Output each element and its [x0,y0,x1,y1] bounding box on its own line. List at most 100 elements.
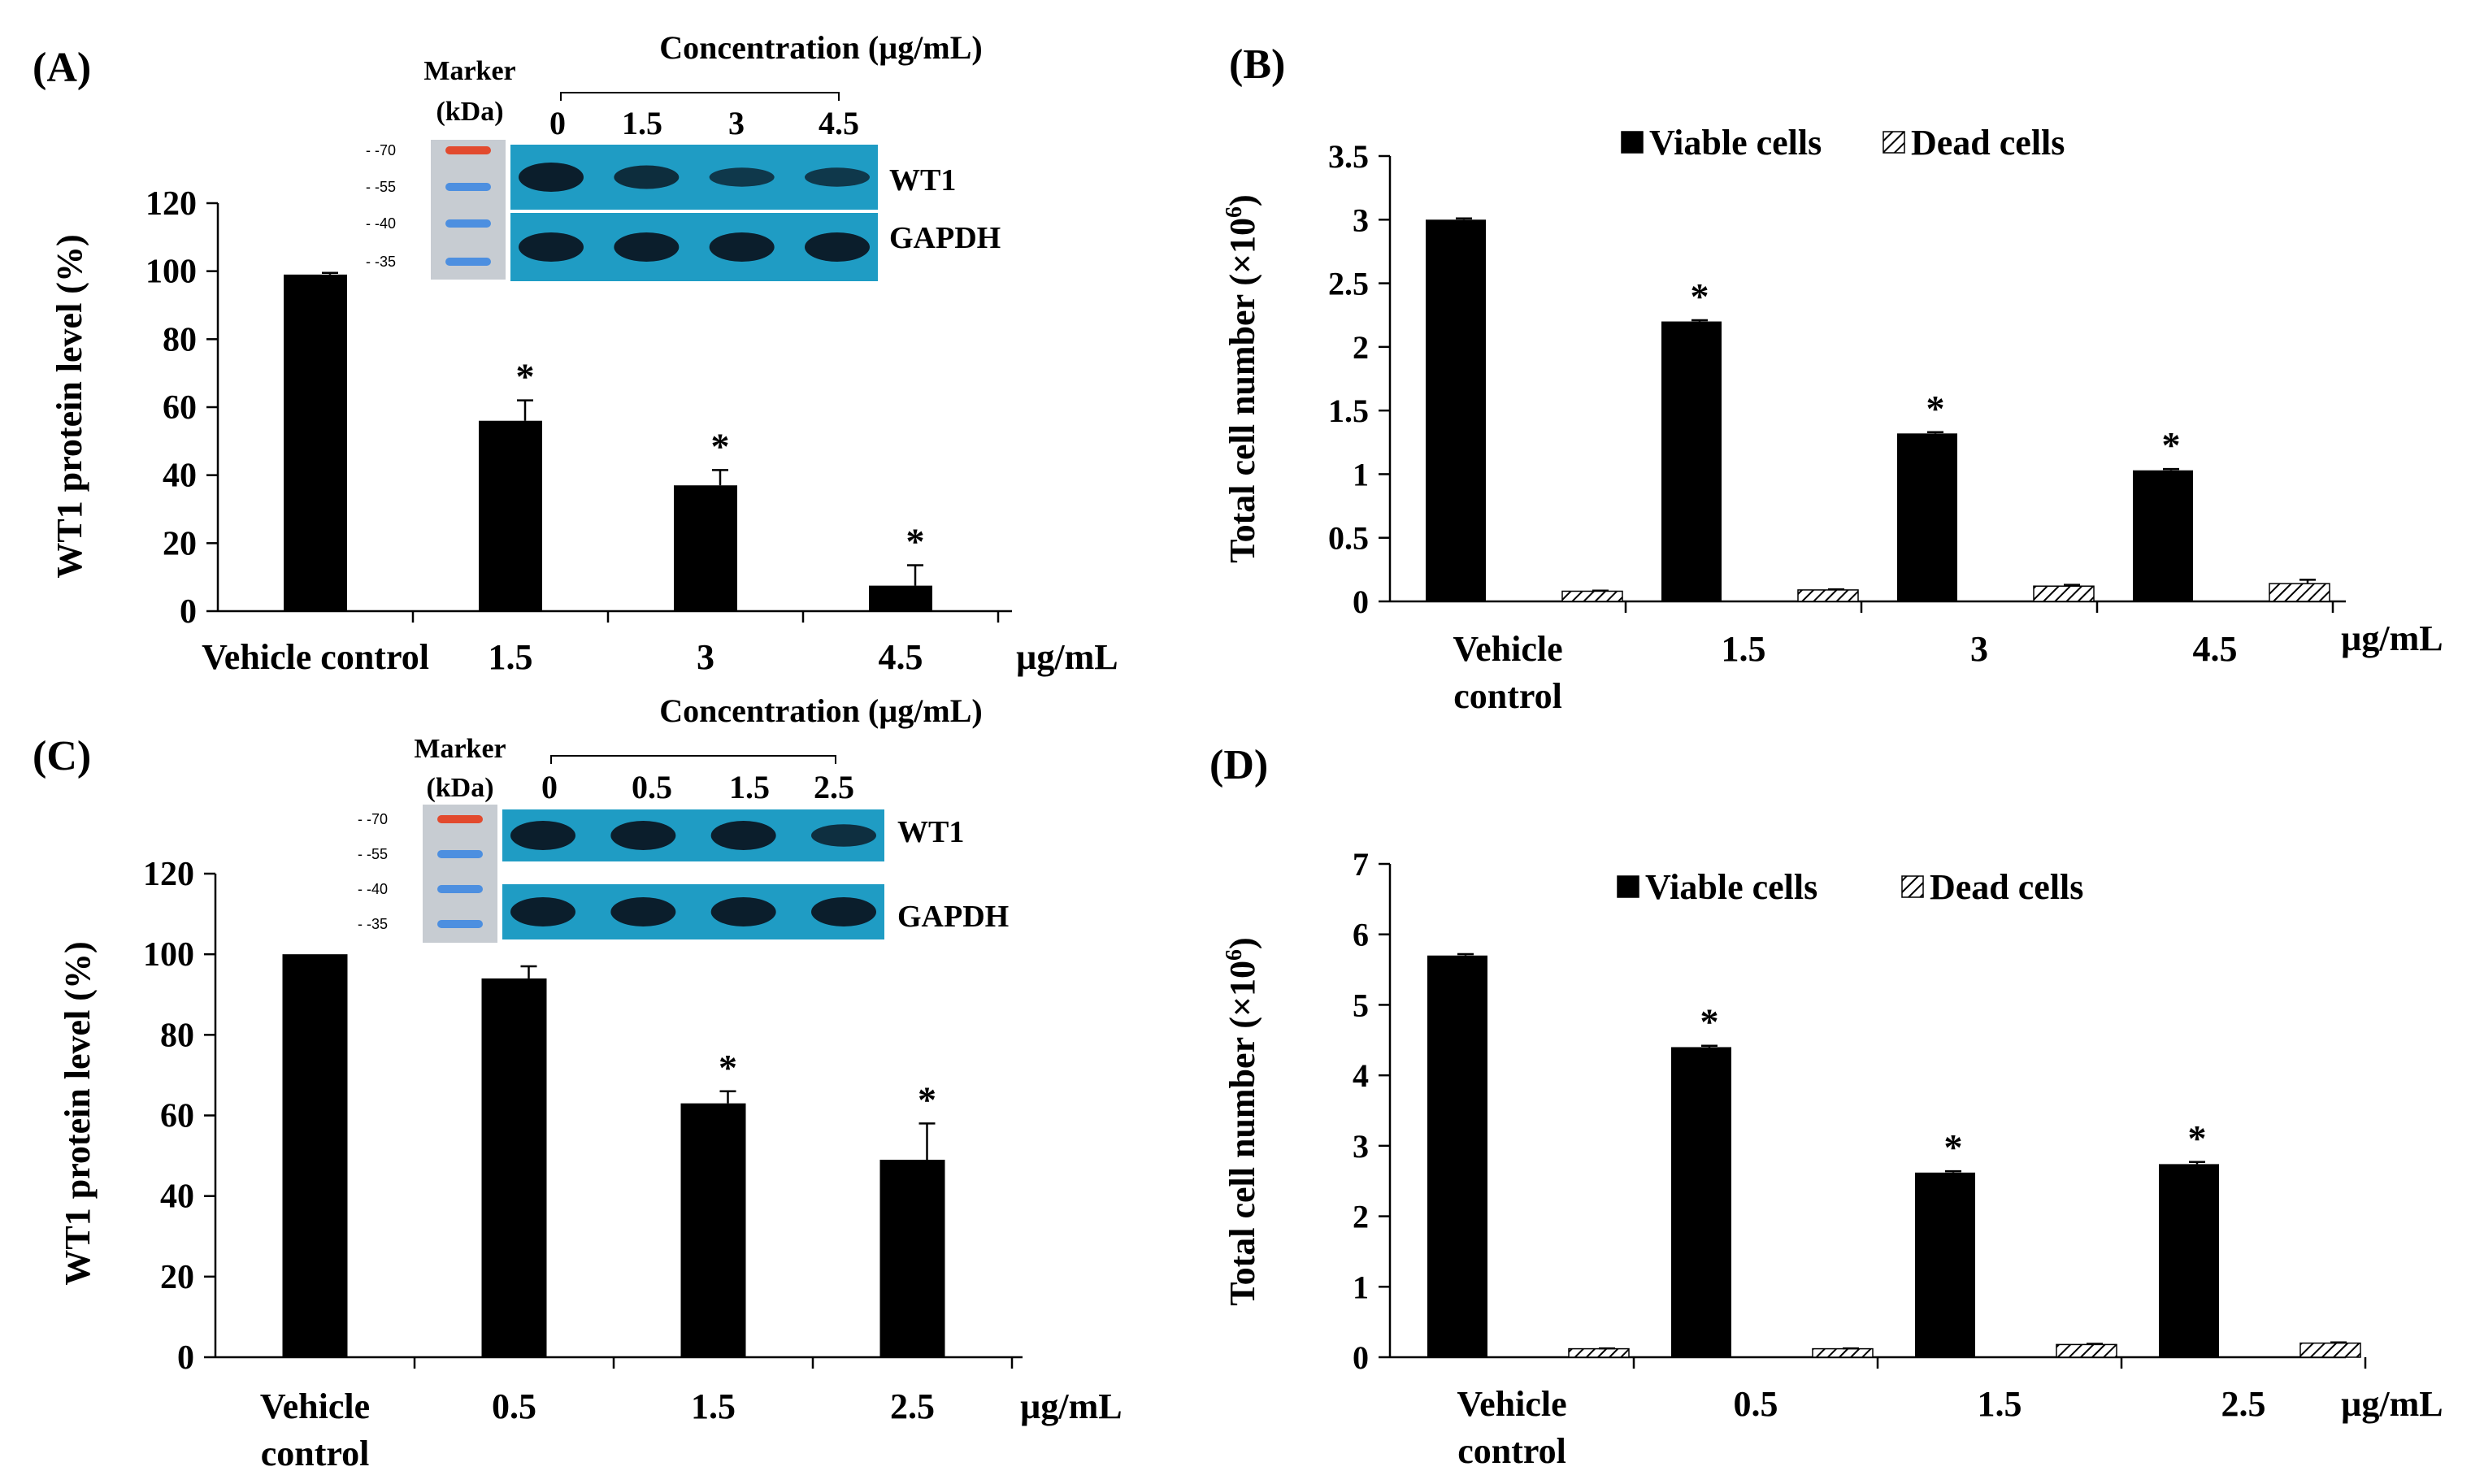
bar-dead-cells [2269,583,2330,602]
y-tick-label: 6 [1353,917,1369,953]
blot-lane-label: 2.5 [814,769,854,805]
y-axis-title-text: WT1 protein level (%) [58,941,98,1285]
significance-asterisk: * [2162,424,2181,466]
y-tick-label: 40 [160,1178,194,1216]
bar-viable-cells [1427,955,1487,1357]
bar-dead-cells [2056,1343,2117,1358]
legend-label: Dead cells [1930,867,2083,907]
y-tick-label: 1.5 [1328,393,1369,429]
blot-band-wt1 [614,165,680,189]
y-tick-label: 1 [1353,456,1369,492]
x-unit-label: µg/mL [1020,1386,1123,1426]
panel-label-b: (B) [1229,41,1285,88]
chart-b: 0 0.5 1 1.5 2 2.5 3 3.5 Total cell number (×106)… [1222,123,2443,716]
bar-viable-cells [1426,219,1486,601]
y-tick-label: 1 [1353,1269,1369,1305]
blot-concentration-title: Concentration (µg/mL) [659,29,982,66]
y-axis-title: Total cell number (×106) [1222,194,1262,562]
bar-wt1 [879,1160,945,1357]
blot-marker-band [445,183,491,191]
blot-band-gapdh [710,897,776,926]
blot-marker-size-label: - -40 [366,215,396,232]
bar-wt1 [680,1103,746,1357]
significance-asterisk: * [1926,388,1945,429]
significance-asterisk: * [2188,1117,2207,1159]
blot-marker-band [445,146,491,154]
bar-dead-cells [1797,589,1859,602]
x-category-label: 3 [697,637,714,677]
y-tick-label: 3 [1353,1128,1369,1165]
bar-viable-cells [1897,433,1957,601]
blot-band-wt1 [610,821,676,850]
y-tick-label: 120 [145,185,197,223]
bar-wt1 [481,978,547,1357]
bar-dead-cells [1561,590,1623,602]
y-axis-title-superscript: 6 [1222,206,1247,218]
bar-dead-cells [1812,1347,1874,1358]
legend-label: Viable cells [1645,867,1817,907]
x-category-label-line: Vehicle [260,1386,370,1426]
blot-marker-lane [423,805,497,943]
legend-swatch-dead-cells [1901,875,1924,898]
panel-label-d: (D) [1209,742,1268,788]
blot-band-wt1 [709,167,775,187]
blot-band-wt1 [805,167,870,187]
blot-lane-label: 3 [728,105,745,141]
x-category-label-line: control [1453,676,1562,716]
blot-concentration-bracket [550,755,836,764]
blot-band-wt1 [510,821,575,850]
y-axis-title-text: Total cell number (×10 [1222,218,1262,563]
blot-marker-size-label: - -35 [358,916,388,932]
blot-marker-size-label: - -70 [366,142,396,158]
blot-marker-band [437,885,483,893]
significance-asterisk: * [1700,1001,1719,1043]
y-tick-label: 5 [1353,987,1369,1023]
blot-row-label-wt1: WT1 [889,163,956,197]
x-category-label: 2.5 [2221,1384,2266,1424]
bar-wt1 [284,274,347,611]
legend-label: Dead cells [1911,123,2065,163]
blot-lane-label: 1.5 [729,769,770,805]
y-tick-label: 3 [1353,202,1369,238]
y-axis-title-text: WT1 protein level (%) [50,234,89,578]
chart-a: 0 20 40 60 80 100 120 WT1 protein level (%) Vehi… [50,185,1118,677]
x-category-label-line: control [261,1434,370,1473]
y-axis-title: WT1 protein level (%) [58,941,98,1285]
x-category-label: Vehicle control [1453,629,1562,716]
blot-marker-band [437,920,483,928]
x-category-label-line: control [1457,1431,1566,1471]
y-tick-label: 7 [1353,846,1369,883]
blot-marker-title: Marker [414,734,506,764]
y-tick-label: 0 [180,593,197,631]
y-tick-label: 40 [163,458,197,495]
blot-row-label-gapdh: GAPDH [897,900,1009,934]
chart-c: 0 20 40 60 80 100 120 WT1 protein level (%) Vehi… [58,856,1123,1473]
y-tick-label: 60 [160,1098,194,1135]
y-axis-title-text: Total cell number (×10 [1222,961,1262,1306]
blot-marker-unit: (kDa) [426,773,493,803]
y-axis-title-close: ) [1222,194,1262,206]
blot-band-gapdh [519,232,584,262]
y-tick-label: 0 [1353,584,1369,620]
x-category-label: 0.5 [492,1386,536,1426]
blot-concentration-title: Concentration (µg/mL) [659,692,982,729]
blot-row-label-gapdh: GAPDH [889,221,1001,255]
bar-dead-cells [2033,585,2095,602]
blot-marker-band [445,258,491,266]
x-category-label: Vehicle control [260,1386,370,1473]
blot-band-gapdh [709,232,775,262]
legend-label: Viable cells [1649,123,1822,163]
legend-swatch-viable-cells [1621,131,1644,154]
x-unit-label: µg/mL [2341,618,2443,658]
bar-wt1 [479,420,542,611]
bar-viable-cells [1661,321,1722,601]
blot-marker-band [437,815,483,823]
bar-viable-cells [2133,470,2193,601]
x-category-label: 1.5 [1722,629,1766,669]
blot-marker-band [437,850,483,858]
blot-lane-label: 0 [541,769,558,805]
y-tick-label: 0.5 [1328,520,1369,557]
blot-marker-band [445,219,491,228]
significance-asterisk: * [516,356,535,397]
